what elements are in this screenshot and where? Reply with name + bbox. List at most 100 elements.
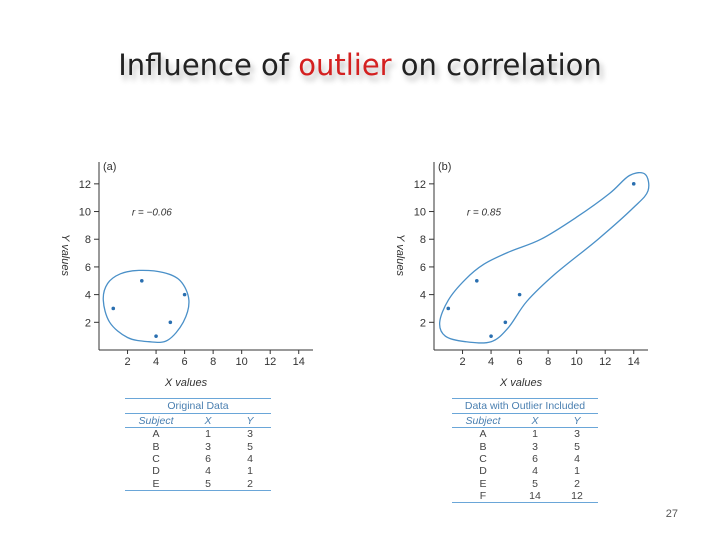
table-cell: B [479, 440, 487, 453]
correlation-annotation: r = −0.06 [132, 208, 172, 219]
data-table: Data with Outlier Included Subject X Y A 1 3 B 3… [452, 398, 598, 504]
cluster-outline [438, 171, 650, 344]
cluster-outline [102, 269, 190, 344]
table-cell: 3 [532, 440, 538, 453]
table-cell: 5 [247, 440, 253, 453]
table-cell: 4 [532, 465, 538, 478]
table-row: A 1 3 [125, 428, 271, 441]
table-header-cell: X [187, 413, 229, 428]
table-cell: C [152, 452, 160, 465]
table-row: B 3 5 [452, 440, 598, 453]
x-tick-label: 4 [153, 356, 159, 368]
table-cell: 4 [574, 452, 580, 465]
table-cell: 1 [574, 465, 580, 478]
table-cell: B [152, 440, 160, 453]
data-point [182, 292, 187, 297]
table-cell: 3 [205, 440, 211, 453]
y-tick-label: 12 [79, 179, 91, 191]
y-tick-label: 4 [420, 290, 426, 302]
scatter-chart-a: 2 4 6 8 10 12 14 2 4 6 8 10 12 X values Y values (a) r =… [59, 161, 313, 389]
data-table-original: Original Data Subject X Y A 1 3 B 3 5 C 6 4 D 4 1 E 5 2 [125, 398, 271, 491]
correlation-annotation: r = 0.85 [467, 208, 502, 219]
y-tick-label: 10 [79, 207, 91, 219]
table-cell: 2 [574, 477, 580, 490]
table-header-cell: X [514, 413, 556, 428]
scatter-chart-b: 2 4 6 8 10 12 14 2 4 6 8 10 12 X values Y values (b) r =… [394, 161, 650, 389]
y-tick-label: 6 [85, 262, 91, 274]
y-axis-label: Y values [59, 234, 71, 276]
data-point [517, 292, 522, 297]
x-tick-label: 12 [599, 356, 611, 368]
panel-label: (b) [438, 161, 451, 173]
table-header-cell: Subject [125, 413, 187, 428]
data-point [475, 278, 479, 283]
data-table-outlier: Data with Outlier Included Subject X Y A 1 3 B 3… [452, 398, 598, 504]
table-cell: 1 [247, 465, 253, 478]
data-point [489, 334, 493, 338]
table-caption: Original Data [125, 398, 271, 414]
y-tick-label: 4 [85, 290, 91, 302]
page-number: 27 [665, 508, 678, 520]
table-row: F 14 12 [452, 489, 598, 504]
x-tick-label: 4 [488, 356, 494, 368]
table-header-cell: Subject [452, 413, 514, 428]
table-row: A 1 3 [452, 428, 598, 441]
table-cell: 6 [205, 452, 211, 465]
data-point [631, 182, 636, 186]
y-tick-label: 10 [414, 207, 426, 219]
y-axis-label: Y values [394, 234, 406, 276]
table-cell: 5 [532, 477, 538, 490]
table-cell: D [152, 465, 160, 478]
table-cell: 5 [187, 477, 229, 491]
data-table: Original Data Subject X Y A 1 3 B 3 5 C 6 4 D 4 1 E 5 2 [125, 398, 271, 491]
table-cell: 5 [574, 440, 580, 453]
title-pre: Influence of [118, 48, 299, 82]
data-point [154, 334, 158, 338]
x-axis-label: X values [164, 377, 208, 389]
table-cell: 1 [205, 428, 211, 441]
x-tick-label: 10 [571, 356, 583, 368]
table-header-cell: Y [229, 413, 271, 428]
x-tick-label: 8 [545, 356, 551, 368]
table-row: C 6 4 [125, 453, 271, 465]
x-tick-label: 6 [182, 356, 188, 368]
x-tick-label: 14 [293, 356, 305, 368]
table-cell: 1 [532, 428, 538, 441]
table-row: D 4 1 [452, 465, 598, 477]
table-header-cell: Y [556, 413, 598, 428]
table-row: B 3 5 [125, 440, 271, 453]
x-axis-label: X values [499, 377, 543, 389]
data-point [140, 278, 144, 283]
data-point [111, 306, 116, 311]
table-cell: 4 [205, 465, 211, 478]
data-point [503, 320, 508, 325]
x-tick-label: 14 [628, 356, 640, 368]
table-cell: 6 [532, 452, 538, 465]
y-tick-label: 2 [85, 317, 91, 329]
data-point [446, 306, 451, 311]
table-cell: F [452, 489, 514, 504]
y-tick-label: 8 [85, 234, 91, 246]
x-tick-label: 2 [124, 356, 130, 368]
table-cell: 3 [574, 428, 580, 441]
x-tick-label: 10 [236, 356, 248, 368]
x-tick-label: 12 [264, 356, 276, 368]
x-tick-label: 6 [517, 356, 523, 368]
table-caption: Data with Outlier Included [452, 398, 598, 414]
table-header-row: Subject X Y [452, 413, 598, 428]
table-cell: E [125, 477, 187, 491]
table-cell: D [479, 465, 487, 478]
table-cell: A [479, 428, 487, 441]
table-cell: 12 [556, 489, 598, 504]
table-row: C 6 4 [452, 453, 598, 465]
table-cell: C [479, 452, 487, 465]
y-tick-label: 12 [414, 179, 426, 191]
x-tick-label: 8 [210, 356, 216, 368]
table-row: D 4 1 [125, 465, 271, 477]
y-tick-label: 6 [420, 262, 426, 274]
panel-label: (a) [103, 161, 116, 173]
table-header-row: Subject X Y [125, 413, 271, 428]
title-post: on correlation [391, 48, 602, 82]
